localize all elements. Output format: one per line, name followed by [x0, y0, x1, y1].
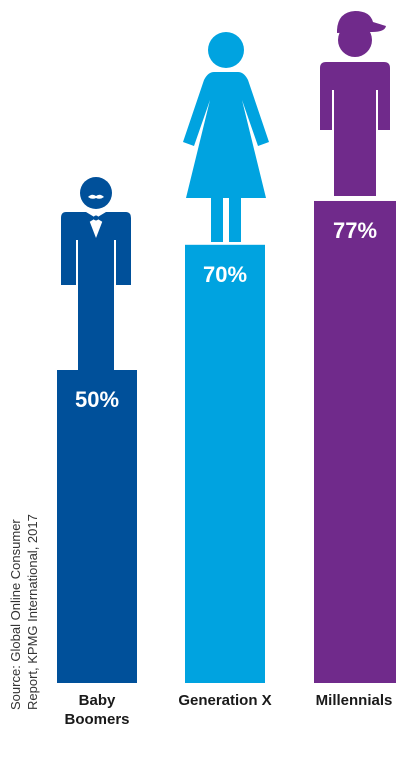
man-with-mustache-bowtie-icon	[61, 177, 131, 372]
man-with-cap-icon	[320, 11, 390, 196]
source-line-1: Source: Global Online Consumer	[8, 519, 23, 710]
category-label-generation-x: Generation X	[178, 692, 271, 709]
value-label-millennials: 77%	[333, 218, 377, 243]
bar-generation-x	[185, 244, 265, 684]
category-label-baby-boomers-line-1: Baby	[79, 692, 116, 709]
category-label-millennials: Millennials	[316, 692, 393, 709]
bar-millennials	[314, 200, 396, 684]
category-label-baby-boomers-line-2: Boomers	[64, 711, 129, 728]
value-label-baby-boomers: 50%	[75, 387, 119, 412]
value-label-generation-x: 70%	[203, 262, 247, 287]
source-line-2: Report, KPMG International, 2017	[25, 514, 40, 710]
woman-icon	[183, 32, 269, 242]
bar-baby-boomers	[57, 370, 137, 683]
